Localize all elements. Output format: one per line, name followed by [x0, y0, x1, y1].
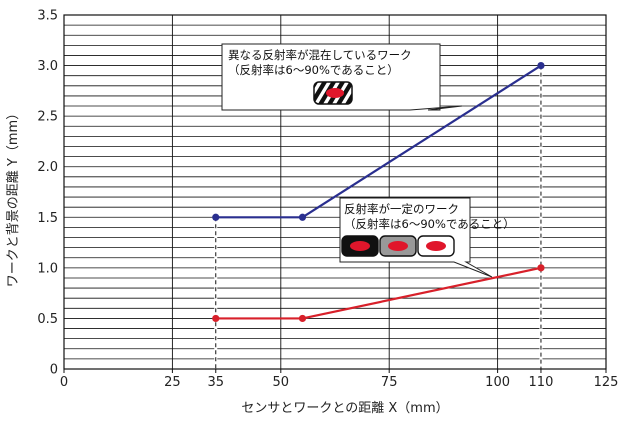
y-tick-label: 1.5: [37, 211, 58, 226]
series-point-0: [537, 61, 545, 70]
callout-uniform-line-1: 反射率が一定のワーク: [344, 202, 459, 216]
uniform-work-icons: [341, 235, 455, 257]
x-tick-label: 100: [485, 375, 510, 390]
y-tick-label: 3.5: [37, 9, 58, 24]
x-axis-label: センサとワークとの距離 X（mm）: [241, 401, 448, 416]
stripe: [314, 82, 323, 104]
series-lines: [212, 61, 545, 323]
callout-uniform-line-2: （反射率は6〜90%であること）: [344, 217, 515, 231]
striped-work-icon: [313, 81, 353, 105]
x-tick-label: 0: [60, 375, 68, 390]
y-axis-label: ワークと背景の距離 Y（mm）: [6, 107, 21, 287]
callout-mixed-line-2: （反射率は6〜90%であること）: [228, 63, 399, 77]
y-tick-label: 0.5: [37, 312, 58, 327]
striped-icon-frame: [313, 81, 353, 105]
stripe: [314, 82, 332, 104]
axes: [63, 14, 607, 373]
y-tick-label: 3.0: [37, 59, 58, 74]
callout-mixed-box: [221, 43, 463, 111]
black-work-icon-dot: [350, 241, 370, 251]
stripe: [341, 82, 352, 104]
y-tick-label: 1.0: [37, 261, 58, 276]
y-tick-label: 2.5: [37, 110, 58, 125]
callout-uniform-reflectance: 反射率が一定のワーク （反射率は6〜90%であること）: [339, 197, 515, 278]
x-tick-label: 50: [273, 375, 290, 390]
series-point-1: [212, 314, 220, 323]
dashed-markers: [214, 65, 543, 369]
x-tick-label: 25: [164, 375, 181, 390]
x-tick-label: 75: [381, 375, 398, 390]
series-point-0: [212, 213, 220, 221]
series-point-0: [298, 213, 307, 221]
plot-frame: [63, 14, 607, 370]
striped-icon-dot: [326, 88, 344, 98]
callout-uniform-box: [339, 197, 493, 278]
y-tick-label: 2.0: [37, 160, 58, 175]
tick-labels: 0 25 35 50 75 100 110 125 0 0.5 1.0 1.5 2.0 2.5 3.0 3.5: [37, 9, 618, 391]
white-work-icon-dot: [426, 241, 446, 251]
callout-mixed-line-1: 異なる反射率が混在しているワーク: [228, 48, 412, 62]
series-point-1: [298, 314, 307, 323]
y-tick-label: 0: [50, 363, 58, 378]
x-tick-label: 110: [529, 375, 554, 390]
series-point-1: [537, 264, 545, 272]
x-tick-label: 35: [207, 375, 224, 390]
x-tick-label: 125: [594, 375, 619, 390]
gray-work-icon-dot: [388, 241, 408, 251]
callout-mixed-reflectance: 異なる反射率が混在しているワーク （反射率は6〜90%であること）: [221, 43, 463, 111]
